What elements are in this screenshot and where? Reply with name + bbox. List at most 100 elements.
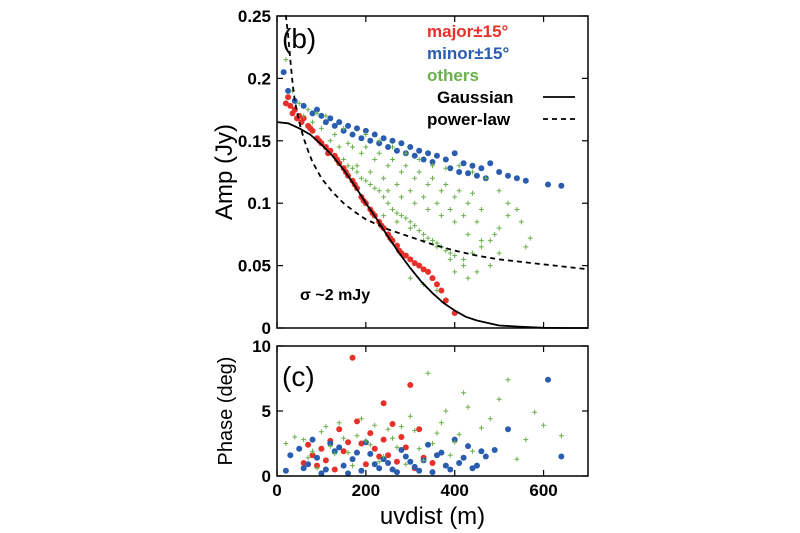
phase-point-2-33 — [447, 452, 453, 458]
phase-point-2-14 — [407, 413, 413, 419]
phase-point-0-10 — [309, 452, 316, 459]
amp-point-2-23 — [412, 223, 418, 229]
phase-point-0-28 — [402, 444, 409, 451]
amp-point-2-42 — [345, 140, 351, 146]
phase-point-1-14 — [393, 469, 400, 476]
amp-point-2-71 — [474, 219, 480, 225]
amp-point-2-77 — [447, 256, 453, 262]
noise-annotation: σ ~2 mJy — [300, 287, 370, 304]
phase-point-1-46 — [327, 440, 334, 447]
amp-point-2-86 — [496, 250, 502, 256]
amp-point-1-23 — [478, 165, 485, 172]
phase-point-2-34 — [438, 420, 444, 426]
phase-point-1-47 — [309, 436, 316, 443]
panel-b-label: (b) — [282, 23, 316, 54]
phase-point-2-9 — [363, 438, 369, 444]
phase-point-2-27 — [523, 437, 529, 443]
amp-point-1-43 — [420, 156, 427, 163]
phase-point-1-32 — [371, 461, 378, 468]
phase-point-0-4 — [398, 434, 405, 440]
legend-major: major±15° — [427, 22, 509, 41]
phase-ytick-label-2: 10 — [252, 337, 271, 356]
phase-point-0-6 — [429, 460, 436, 466]
amp-point-1-42 — [411, 152, 418, 159]
phase-point-1-16 — [376, 465, 383, 472]
amp-point-2-96 — [505, 200, 511, 206]
phase-point-2-5 — [327, 443, 333, 449]
phase-panel: 0 5 10 0 200 400 600 Phase (deg) (c) uvdist (m… — [215, 337, 589, 530]
phase-point-2-12 — [390, 435, 396, 441]
amplitude-ticks: 0 0.05 0.1 0.15 0.2 0.25 — [238, 7, 588, 338]
amp-point-2-92 — [452, 219, 458, 225]
amp-point-1-48 — [473, 172, 480, 179]
phase-point-2-25 — [505, 377, 511, 383]
phase-point-2-43 — [358, 416, 364, 422]
phase-point-2-38 — [403, 461, 409, 467]
phase-point-1-17 — [367, 450, 374, 457]
amp-point-2-78 — [461, 263, 467, 269]
phase-point-2-36 — [421, 457, 427, 463]
amplitude-y-axis-title: Amp (Jy) — [211, 124, 238, 220]
amp-point-1-20 — [451, 150, 458, 157]
phase-point-1-13 — [402, 453, 409, 460]
amplitude-panel: 0 0.05 0.1 0.15 0.2 0.25 Amp (Jy) (b) σ ~2 mJ… — [211, 7, 589, 338]
phase-point-1-9 — [438, 449, 445, 456]
phase-point-1-6 — [465, 443, 472, 450]
amp-point-0-27 — [402, 252, 409, 259]
amp-point-1-8 — [345, 122, 352, 129]
phase-point-1-33 — [380, 456, 387, 463]
amp-point-0-31 — [433, 281, 440, 288]
amp-point-2-31 — [447, 250, 453, 256]
amp-point-2-80 — [407, 275, 413, 281]
amp-point-0-41 — [333, 156, 340, 163]
amp-point-1-13 — [389, 137, 396, 144]
amp-point-0-1 — [287, 102, 294, 109]
phase-point-2-3 — [310, 448, 316, 454]
amp-point-2-5 — [327, 138, 333, 144]
phase-point-2-8 — [354, 433, 360, 439]
phase-point-0-15 — [393, 458, 400, 465]
amp-point-0-51 — [429, 275, 436, 282]
phase-point-1-15 — [385, 460, 392, 466]
amp-point-0-50 — [420, 266, 427, 273]
amp-point-2-41 — [332, 132, 338, 138]
phase-data-marks — [282, 354, 565, 477]
amp-point-1-19 — [442, 156, 449, 163]
amp-point-2-60 — [456, 188, 462, 194]
phase-point-2-30 — [558, 433, 564, 439]
amp-point-1-10 — [362, 127, 369, 134]
amp-point-2-6 — [336, 144, 342, 150]
amp-point-1-11 — [371, 131, 378, 138]
amp-point-2-55 — [390, 157, 396, 163]
amp-point-2-102 — [456, 163, 462, 169]
phase-point-1-34 — [389, 466, 396, 473]
amp-point-2-19 — [394, 210, 400, 216]
amp-point-2-94 — [478, 238, 484, 244]
phase-point-0-14 — [385, 452, 392, 459]
amp-point-2-65 — [394, 181, 400, 187]
amp-point-2-27 — [430, 238, 435, 244]
amp-point-0-52 — [438, 287, 445, 294]
amp-point-2-18 — [390, 206, 396, 212]
phase-point-2-21 — [469, 448, 475, 454]
amp-point-2-59 — [443, 181, 449, 187]
phase-point-1-7 — [456, 460, 463, 466]
amp-point-1-26 — [505, 172, 512, 179]
amp-point-2-37 — [496, 225, 502, 231]
phase-point-0-5 — [407, 382, 414, 388]
phase-point-2-35 — [430, 441, 435, 446]
phase-point-2-10 — [372, 422, 378, 428]
amp-point-2-53 — [363, 144, 369, 150]
phase-point-0-29 — [416, 426, 423, 433]
phase-point-2-19 — [452, 439, 458, 445]
phase-point-2-24 — [496, 396, 502, 402]
amp-point-2-106 — [403, 150, 409, 156]
phase-point-1-19 — [349, 456, 356, 463]
amp-point-1-37 — [367, 137, 374, 144]
amp-point-2-9 — [350, 165, 356, 171]
phase-point-1-24 — [305, 461, 312, 468]
phase-point-0-3 — [389, 421, 396, 427]
amp-point-2-95 — [492, 231, 498, 237]
amp-point-2-52 — [478, 206, 484, 212]
amp-point-2-56 — [403, 163, 409, 169]
